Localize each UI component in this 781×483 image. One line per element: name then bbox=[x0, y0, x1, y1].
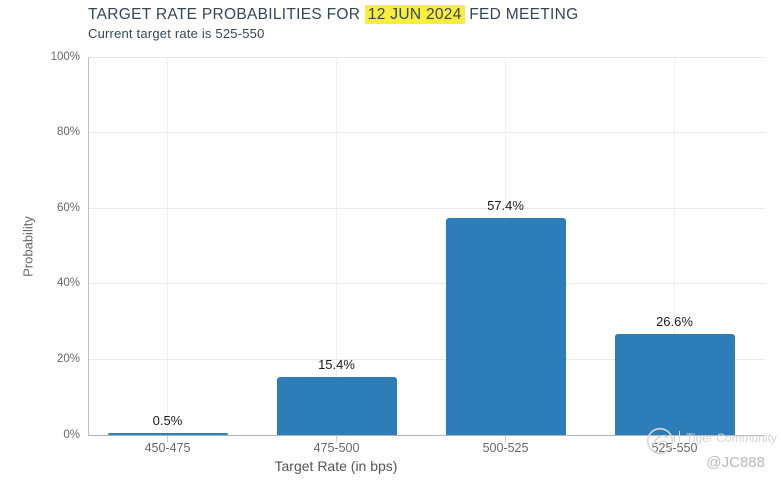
gridline-horizontal bbox=[88, 56, 765, 58]
gridline-horizontal bbox=[88, 358, 765, 360]
chart-title-prefix: TARGET RATE PROBABILITIES FOR bbox=[88, 6, 365, 23]
chart-title: TARGET RATE PROBABILITIES FOR 12 JUN 202… bbox=[88, 4, 578, 26]
gridline-horizontal bbox=[88, 207, 765, 209]
gridline-vertical bbox=[167, 57, 168, 435]
gridline-horizontal bbox=[88, 283, 765, 285]
y-tick-label: 100% bbox=[50, 50, 80, 63]
x-axis-title: Target Rate (in bps) bbox=[274, 458, 398, 474]
y-axis-line bbox=[88, 57, 89, 435]
gridline-vertical bbox=[336, 57, 337, 435]
watermark-user-handle: @JC888 bbox=[706, 454, 765, 471]
chart-subtitle: Current target rate is 525-550 bbox=[88, 26, 265, 41]
bar-value-label: 0.5% bbox=[152, 413, 183, 428]
y-tick-label: 40% bbox=[56, 277, 80, 290]
y-tick-label: 20% bbox=[56, 352, 80, 365]
chart-title-suffix: FED MEETING bbox=[464, 6, 579, 23]
x-tick-label: 475-500 bbox=[313, 441, 360, 455]
highlighted-meeting-date: 12 JUN 2024 bbox=[364, 5, 465, 24]
bar-value-label: 15.4% bbox=[318, 357, 355, 372]
x-tick-mark bbox=[505, 435, 506, 442]
gridline-horizontal bbox=[88, 132, 765, 134]
gridline-vertical bbox=[674, 57, 675, 435]
x-tick-label: 450-475 bbox=[144, 441, 191, 455]
watermark-brand: Tiger Community bbox=[679, 431, 777, 445]
tiger-logo-icon bbox=[646, 427, 674, 455]
bar bbox=[107, 433, 228, 435]
bar bbox=[276, 377, 397, 435]
x-axis-line bbox=[88, 435, 765, 436]
y-tick-label: 80% bbox=[56, 126, 80, 139]
bar bbox=[614, 334, 735, 435]
y-tick-label: 0% bbox=[63, 428, 80, 441]
x-tick-mark bbox=[336, 435, 337, 442]
y-tick-label: 60% bbox=[56, 201, 80, 214]
x-tick-mark bbox=[674, 435, 675, 442]
bar-value-label: 26.6% bbox=[656, 314, 693, 329]
x-tick-mark bbox=[167, 435, 168, 442]
bar bbox=[445, 218, 566, 435]
x-tick-label: 500-525 bbox=[482, 441, 529, 455]
bar-value-label: 57.4% bbox=[487, 198, 524, 213]
x-tick-label: 525-550 bbox=[651, 441, 698, 455]
